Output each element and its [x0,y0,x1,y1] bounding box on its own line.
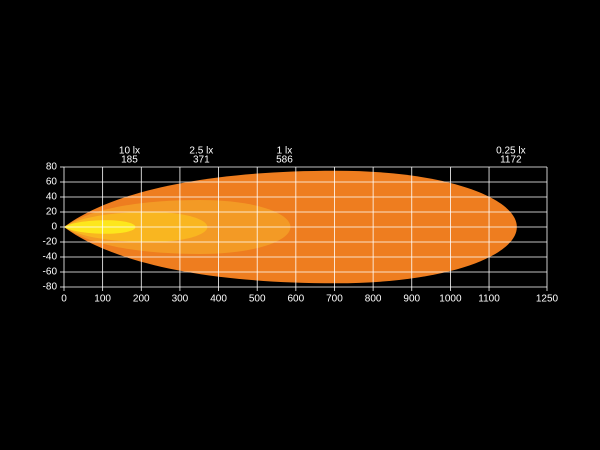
x-tick-label: 1250 [536,294,559,305]
x-tick-label: 200 [133,294,150,305]
x-tick-label: 700 [326,294,343,305]
y-tick-label: 20 [46,207,58,218]
x-tick-label: 1100 [478,294,500,305]
y-tick-label: -40 [43,252,58,263]
x-tick-label: 0 [61,294,67,305]
contour-reach: 1172 [500,155,522,166]
contour-reach: 586 [276,155,293,166]
y-tick-label: -20 [43,237,58,248]
contour-name: 2.5 lx [189,146,213,157]
x-tick-label: 800 [365,294,382,305]
x-tick-label: 100 [94,294,111,305]
contour-name: 10 lx [119,146,140,157]
y-tick-label: -80 [43,282,58,293]
x-tick-label: 400 [210,294,227,305]
x-tick-label: 900 [403,294,420,305]
y-tick-label: 80 [46,162,58,173]
y-tick-label: 40 [46,192,58,203]
x-tick-label: 500 [249,294,266,305]
x-tick-label: 1000 [439,294,462,305]
contour-name: 1 lx [277,146,293,157]
x-tick-label: 300 [172,294,189,305]
x-tick-label: 600 [287,294,304,305]
y-tick-label: 0 [51,222,57,233]
contour-reach: 371 [193,155,210,166]
contour-reach: 185 [121,155,138,166]
y-tick-label: 60 [46,177,58,188]
y-tick-label: -60 [43,267,58,278]
contour-name: 0.25 lx [496,146,525,157]
